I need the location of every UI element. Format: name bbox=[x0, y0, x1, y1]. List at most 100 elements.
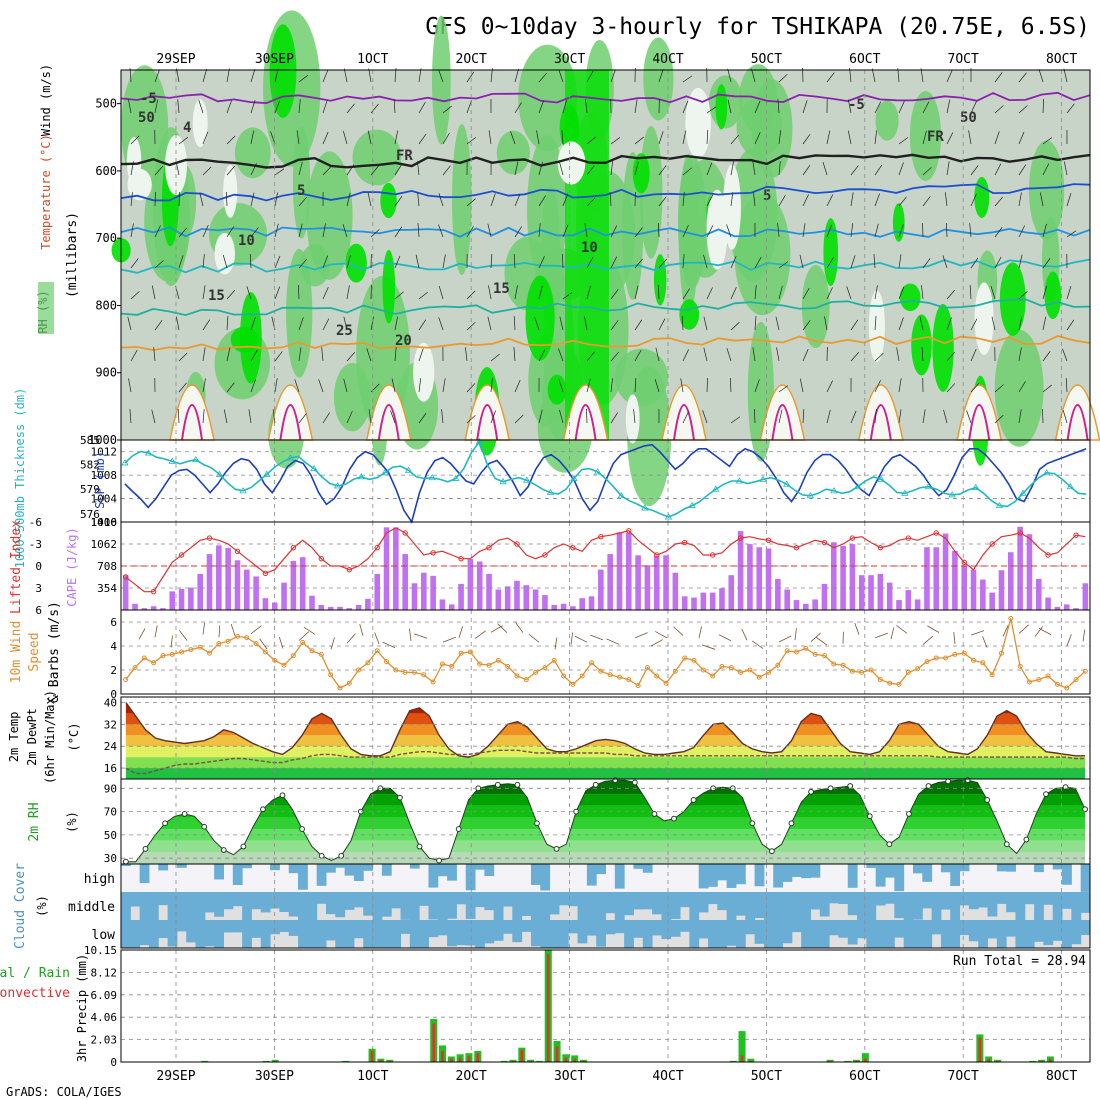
lifted-index-point bbox=[122, 574, 129, 580]
precip-conv-bar bbox=[273, 1060, 277, 1062]
top-date-label: 1OCT bbox=[357, 52, 388, 67]
wind-speed-point bbox=[337, 685, 343, 691]
wind-barb bbox=[226, 135, 236, 145]
cloud-cell bbox=[335, 864, 346, 868]
thickness-point bbox=[1019, 489, 1027, 496]
wind-barb bbox=[538, 409, 543, 424]
cloud-cell bbox=[745, 920, 756, 935]
rh-shade-high bbox=[547, 374, 567, 405]
rh-point bbox=[534, 820, 540, 827]
wind-speed-point bbox=[933, 655, 939, 661]
wind-barb bbox=[946, 317, 952, 331]
wind-barb bbox=[1062, 348, 1068, 362]
thickness-point bbox=[853, 482, 862, 490]
top-date-label: 7OCT bbox=[948, 52, 979, 67]
wind10m-barb bbox=[718, 634, 732, 642]
wind-barb bbox=[1066, 230, 1077, 238]
temp2m-panel: 16 24 32 40 2m Temp 2m DewPt (6hr Min/Max) (°C) bbox=[7, 690, 1090, 784]
temp-axis-label: (6hr Min/Max) bbox=[43, 690, 57, 784]
cloud-panel-frame bbox=[120, 863, 1091, 949]
wind-barb bbox=[1018, 291, 1028, 300]
wind-barb bbox=[634, 349, 642, 362]
cape-bar bbox=[793, 600, 800, 610]
cape-bar bbox=[598, 569, 604, 610]
wind10m-barb bbox=[815, 637, 828, 646]
wind-barb bbox=[322, 412, 330, 424]
cloud-cell bbox=[298, 920, 308, 948]
wind-barb bbox=[391, 378, 396, 393]
wind-speed-point bbox=[262, 649, 268, 655]
contour-label: -5 bbox=[140, 91, 157, 107]
cloud-cell bbox=[512, 920, 523, 943]
cape-tick: 1062 bbox=[91, 538, 118, 551]
wind-barb bbox=[178, 382, 187, 393]
wind-tick: 4 bbox=[110, 640, 117, 653]
wind-barb bbox=[466, 226, 474, 238]
rh-point bbox=[162, 820, 168, 827]
wind-barb bbox=[274, 68, 279, 83]
wind-barb bbox=[610, 320, 619, 331]
rh-point bbox=[201, 823, 208, 830]
wind-barb bbox=[1018, 316, 1023, 331]
cloud-cell bbox=[428, 892, 439, 920]
cloud-cell bbox=[437, 892, 448, 920]
cloud-cell bbox=[707, 920, 718, 948]
wind-barb bbox=[847, 130, 852, 145]
cloud-cell bbox=[307, 892, 318, 920]
cloud-cell bbox=[633, 864, 644, 869]
rh-point bbox=[122, 858, 129, 865]
cloud-cell bbox=[530, 920, 541, 947]
precip-conv-bar bbox=[520, 1049, 524, 1062]
wind10m-barb bbox=[778, 635, 792, 643]
wind10m-barb bbox=[170, 635, 173, 648]
bottom-date-label: 2OCT bbox=[456, 1069, 487, 1084]
cloud-cell bbox=[987, 920, 998, 939]
temp-tick: 40 bbox=[104, 696, 117, 709]
cloud-cell bbox=[484, 920, 495, 944]
wind-barb bbox=[802, 287, 810, 300]
cloud-cell bbox=[801, 892, 811, 920]
wind-barb bbox=[754, 379, 760, 393]
wind-barb bbox=[1018, 105, 1028, 114]
wind-barb bbox=[250, 68, 256, 83]
precip-conv-bar bbox=[864, 1058, 867, 1062]
cloud-cell bbox=[652, 920, 662, 936]
thickness-point bbox=[239, 487, 247, 494]
cape-bar bbox=[980, 579, 986, 610]
wind-barb bbox=[681, 316, 684, 331]
wind10m-barb bbox=[497, 623, 508, 633]
cloud-axis-label: Cloud Cover bbox=[13, 863, 28, 949]
cloud-cell bbox=[875, 920, 886, 948]
rh-point bbox=[279, 792, 286, 799]
cloud-cell bbox=[1024, 892, 1035, 905]
thickness-point bbox=[381, 469, 389, 476]
cape-bar bbox=[206, 554, 213, 610]
precip-tick: 0 bbox=[110, 1056, 117, 1069]
wind-barb bbox=[826, 130, 831, 145]
cloud-cell bbox=[735, 892, 746, 916]
wind-speed-point bbox=[151, 660, 157, 666]
wind-barb bbox=[394, 226, 403, 238]
cloud-cell bbox=[121, 920, 131, 948]
wind-barb bbox=[752, 161, 756, 176]
cloud-cell bbox=[857, 892, 867, 920]
cape-bar bbox=[1054, 606, 1061, 610]
cloud-cell bbox=[130, 892, 141, 907]
wind-barb bbox=[177, 99, 180, 114]
wind-speed-point bbox=[812, 651, 818, 657]
temp-band bbox=[125, 713, 1086, 725]
rh2m-axis-label: (%) bbox=[65, 811, 79, 833]
wind-barb bbox=[226, 68, 230, 83]
rh-shade-high bbox=[679, 299, 700, 330]
wind-barb bbox=[754, 256, 762, 269]
temp-spike-hot bbox=[574, 404, 597, 441]
cloud-cell bbox=[344, 920, 355, 948]
rh-shade-high bbox=[380, 182, 397, 219]
wind-barb bbox=[922, 101, 930, 114]
thickness-point bbox=[357, 473, 365, 480]
cloud-cell bbox=[940, 864, 951, 873]
wind-barb bbox=[778, 161, 781, 176]
cloud-cell bbox=[372, 920, 383, 948]
wind10m-barb bbox=[202, 622, 205, 635]
cloud-cell bbox=[1015, 920, 1026, 948]
